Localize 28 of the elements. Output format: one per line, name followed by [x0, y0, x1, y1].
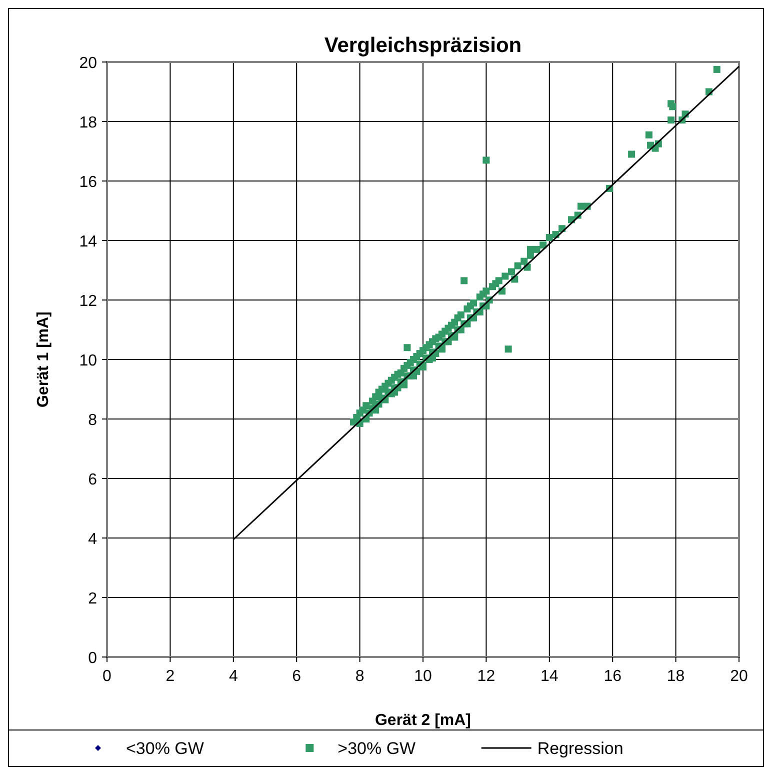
- x-tick-label: 6: [292, 668, 302, 685]
- x-axis-title: Gerät 2 [mA]: [374, 712, 472, 729]
- x-tick-label: 16: [604, 668, 622, 685]
- x-tick-label: 12: [477, 668, 496, 685]
- x-tick-label: 8: [355, 668, 364, 685]
- y-tick-label: 18: [79, 114, 98, 132]
- y-tick-label: 0: [88, 650, 98, 667]
- y-tick-label: 20: [79, 55, 98, 72]
- y-tick-label: 14: [79, 234, 98, 250]
- x-tick-label: 18: [666, 668, 685, 685]
- x-tick-label: 10: [414, 668, 432, 685]
- y-tick-label: 8: [88, 412, 98, 429]
- x-tick-label: 14: [540, 668, 558, 685]
- y-tick-label: 4: [88, 531, 98, 548]
- y-tick-label: 10: [79, 352, 98, 370]
- y-tick-label: 12: [79, 293, 98, 310]
- legend-label: <30% GW: [126, 739, 204, 758]
- y-tick-label: 2: [88, 590, 98, 608]
- y-tick-label: 6: [88, 472, 98, 488]
- x-tick-label: 0: [102, 668, 112, 685]
- legend-label: >30% GW: [338, 739, 416, 758]
- chart-title: Vergleichspräzision: [324, 34, 522, 57]
- x-tick-label: 20: [730, 668, 748, 685]
- y-axis-title: Gerät 1 [mA]: [35, 311, 52, 408]
- x-tick-label: 2: [166, 668, 175, 685]
- x-tick-label: 4: [228, 668, 238, 685]
- legend-label: Regression: [537, 739, 624, 758]
- y-tick-label: 16: [79, 174, 98, 191]
